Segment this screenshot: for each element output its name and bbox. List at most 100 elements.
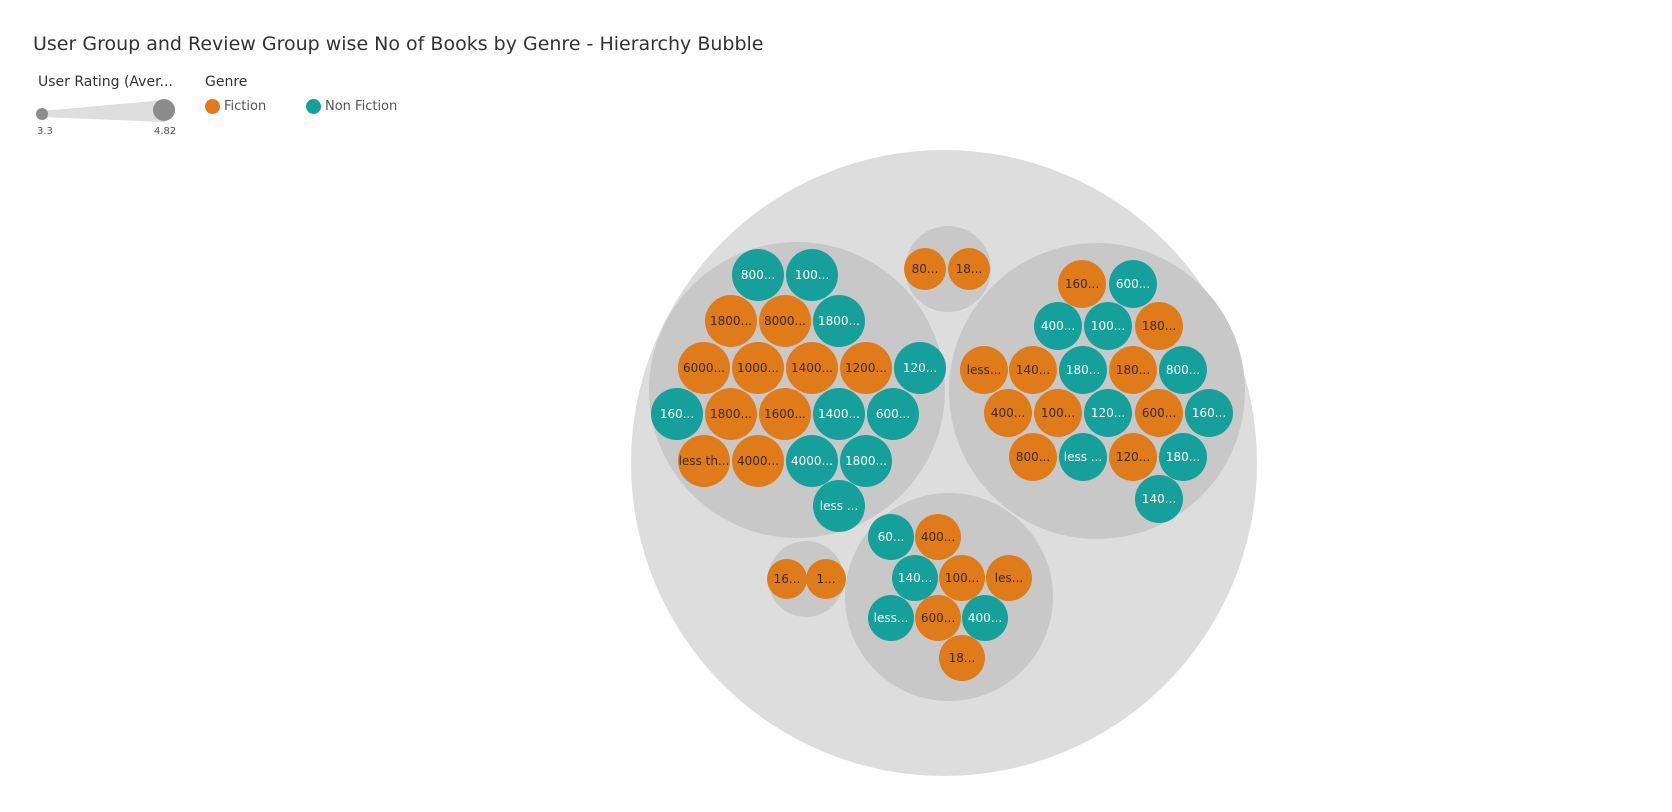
non-fiction-bubble[interactable]	[867, 388, 919, 440]
bubble-label: 400...	[921, 530, 955, 544]
fiction-bubble[interactable]	[960, 346, 1008, 394]
non-fiction-bubble[interactable]	[892, 555, 938, 601]
bubble-label: 400...	[968, 611, 1002, 625]
bubble-label: 800...	[1016, 450, 1050, 464]
bubble-label: 180...	[1166, 450, 1200, 464]
genre-legend-title: Genre	[205, 74, 248, 90]
fiction-bubble[interactable]	[915, 514, 961, 560]
fiction-bubble[interactable]	[759, 295, 811, 347]
bubble-label: 18...	[949, 651, 976, 665]
bubble-label: 600...	[1116, 277, 1150, 291]
legend-item-fiction[interactable]: Fiction	[205, 97, 266, 115]
fiction-bubble[interactable]	[939, 555, 985, 601]
fiction-bubble[interactable]	[806, 559, 846, 599]
bubble-label: less...	[967, 363, 1002, 377]
non-fiction-bubble[interactable]	[1159, 346, 1207, 394]
non-fiction-bubble[interactable]	[1084, 302, 1132, 350]
non-fiction-bubble[interactable]	[786, 249, 838, 301]
bubble-label: 1...	[816, 572, 835, 586]
non-fiction-bubble[interactable]	[868, 514, 914, 560]
bubble-label: 800...	[1166, 363, 1200, 377]
fiction-bubble[interactable]	[1058, 260, 1106, 308]
bubble-label: 1800...	[818, 314, 860, 328]
fiction-bubble[interactable]	[1009, 346, 1057, 394]
bubble-label: 400...	[1041, 319, 1075, 333]
fiction-bubble[interactable]	[1109, 346, 1157, 394]
bubble-label: 180...	[1142, 319, 1176, 333]
non-fiction-bubble[interactable]	[813, 388, 865, 440]
fiction-bubble[interactable]	[986, 555, 1032, 601]
legend-item-non-fiction[interactable]: Non Fiction	[306, 97, 397, 115]
bubble-label: 100...	[795, 268, 829, 282]
bubble-label: 600...	[1142, 406, 1176, 420]
bubble-label: less...	[874, 611, 909, 625]
fiction-bubble[interactable]	[904, 248, 946, 290]
bubble-label: 160...	[1065, 277, 1099, 291]
non-fiction-bubble[interactable]	[1084, 389, 1132, 437]
size-legend-min-marker	[36, 108, 48, 120]
non-fiction-bubble[interactable]	[1109, 260, 1157, 308]
non-fiction-bubble[interactable]	[732, 249, 784, 301]
non-fiction-bubble[interactable]	[786, 435, 838, 487]
bubble-label: 120...	[903, 361, 937, 375]
bubble-label: 1200...	[845, 361, 887, 375]
fiction-bubble[interactable]	[984, 389, 1032, 437]
non-fiction-bubble[interactable]	[1034, 302, 1082, 350]
non-fiction-bubble[interactable]	[962, 595, 1008, 641]
fiction-bubble[interactable]	[678, 435, 730, 487]
non-fiction-bubble[interactable]	[813, 295, 865, 347]
non-fiction-bubble[interactable]	[1185, 389, 1233, 437]
bubble-label: 160...	[1192, 406, 1226, 420]
size-legend-min: 3.3	[37, 126, 53, 137]
chart-title: User Group and Review Group wise No of B…	[33, 33, 764, 55]
non-fiction-bubble[interactable]	[1059, 433, 1107, 481]
fiction-bubble[interactable]	[732, 342, 784, 394]
fiction-bubble[interactable]	[767, 559, 807, 599]
non-fiction-bubble[interactable]	[651, 388, 703, 440]
bubble-label: 600...	[921, 611, 955, 625]
bubble-label: 1000...	[737, 361, 779, 375]
fiction-bubble[interactable]	[915, 595, 961, 641]
bubble-label: 180...	[1116, 363, 1150, 377]
bubble-label: 1800...	[710, 407, 752, 421]
bubble-label: 1400...	[818, 407, 860, 421]
bubble-label: 120...	[1116, 450, 1150, 464]
bubble-label: 160...	[660, 407, 694, 421]
bubble-label: 400...	[991, 406, 1025, 420]
fiction-bubble[interactable]	[678, 342, 730, 394]
non-fiction-bubble[interactable]	[840, 435, 892, 487]
fiction-bubble[interactable]	[1135, 302, 1183, 350]
bubble-label: 140...	[898, 571, 932, 585]
non-fiction-bubble[interactable]	[1135, 475, 1183, 523]
fiction-bubble[interactable]	[1135, 389, 1183, 437]
fiction-bubble[interactable]	[786, 342, 838, 394]
bubble-label: les...	[995, 571, 1023, 585]
bubble-label: less th...	[679, 454, 730, 468]
fiction-bubble[interactable]	[732, 435, 784, 487]
non-fiction-bubble[interactable]	[868, 595, 914, 641]
fiction-bubble[interactable]	[1109, 433, 1157, 481]
bubble-label: 1800...	[845, 454, 887, 468]
non-fiction-bubble[interactable]	[894, 342, 946, 394]
size-legend-max: 4.82	[154, 126, 177, 137]
fiction-bubble[interactable]	[1009, 433, 1057, 481]
fiction-bubble[interactable]	[759, 388, 811, 440]
fiction-bubble[interactable]	[840, 342, 892, 394]
fiction-bubble[interactable]	[1034, 389, 1082, 437]
bubble-label: 4000...	[791, 454, 833, 468]
non-fiction-bubble[interactable]	[813, 480, 865, 532]
fiction-bubble[interactable]	[705, 388, 757, 440]
fiction-bubble[interactable]	[948, 248, 990, 290]
bubble-label: 6000...	[683, 361, 725, 375]
legend-label-fiction: Fiction	[224, 98, 267, 114]
bubble-label: 1600...	[764, 407, 806, 421]
bubble-label: 60...	[878, 530, 905, 544]
non-fiction-bubble[interactable]	[1159, 433, 1207, 481]
non-fiction-bubble[interactable]	[1059, 346, 1107, 394]
fiction-bubble[interactable]	[705, 295, 757, 347]
bubble-label: 800...	[741, 268, 775, 282]
bubble-label: 4000...	[737, 454, 779, 468]
fiction-bubble[interactable]	[939, 635, 985, 681]
bubble-label: 100...	[1041, 406, 1075, 420]
